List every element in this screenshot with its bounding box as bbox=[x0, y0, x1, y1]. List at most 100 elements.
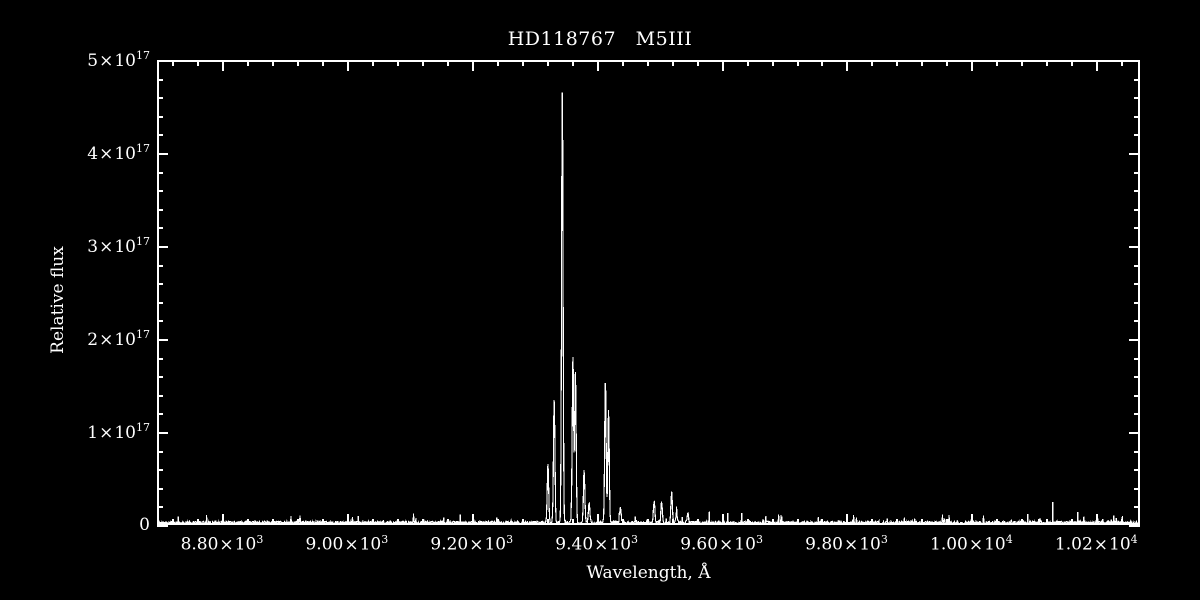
y-minor-tick-right bbox=[1134, 301, 1140, 304]
x-minor-tick-top bbox=[696, 60, 699, 66]
x-minor-tick bbox=[871, 519, 874, 525]
x-minor-tick-top bbox=[821, 60, 824, 66]
x-tick-label: 8.80×103 bbox=[180, 533, 264, 555]
y-tick-label: 2×1017 bbox=[87, 328, 150, 350]
x-minor-tick-top bbox=[421, 60, 424, 66]
y-minor-tick bbox=[157, 450, 163, 453]
x-minor-tick-top bbox=[496, 60, 499, 66]
x-minor-tick bbox=[296, 519, 299, 525]
y-minor-tick-right bbox=[1134, 134, 1140, 137]
y-minor-tick-right bbox=[1134, 283, 1140, 286]
y-minor-tick bbox=[157, 320, 163, 323]
y-minor-tick-right bbox=[1134, 506, 1140, 509]
y-tick-label: 0 bbox=[139, 515, 150, 535]
y-major-tick-right bbox=[1129, 246, 1140, 248]
x-major-tick bbox=[596, 514, 599, 525]
y-minor-tick bbox=[157, 227, 163, 230]
y-major-tick bbox=[157, 525, 168, 527]
x-major-tick-top bbox=[346, 60, 349, 71]
x-minor-tick-top bbox=[196, 60, 199, 66]
y-minor-tick bbox=[157, 487, 163, 490]
x-minor-tick bbox=[371, 519, 374, 525]
x-minor-tick bbox=[546, 519, 549, 525]
x-major-tick bbox=[721, 514, 724, 525]
x-minor-tick bbox=[521, 519, 524, 525]
y-minor-tick-right bbox=[1134, 264, 1140, 267]
y-major-tick bbox=[157, 60, 168, 62]
y-minor-tick bbox=[157, 78, 163, 81]
y-minor-tick bbox=[157, 134, 163, 137]
y-minor-tick-right bbox=[1134, 171, 1140, 174]
x-minor-tick bbox=[271, 519, 274, 525]
x-minor-tick bbox=[396, 519, 399, 525]
x-minor-tick-top bbox=[521, 60, 524, 66]
x-minor-tick-top bbox=[296, 60, 299, 66]
x-tick-label: 9.40×103 bbox=[555, 533, 639, 555]
x-minor-tick bbox=[171, 519, 174, 525]
x-major-tick-top bbox=[971, 60, 974, 71]
y-major-tick-right bbox=[1129, 153, 1140, 155]
y-minor-tick bbox=[157, 357, 163, 360]
y-minor-tick-right bbox=[1134, 320, 1140, 323]
y-minor-tick-right bbox=[1134, 190, 1140, 193]
y-major-tick-right bbox=[1129, 60, 1140, 62]
y-major-tick bbox=[157, 246, 168, 248]
x-minor-tick bbox=[921, 519, 924, 525]
y-minor-tick-right bbox=[1134, 78, 1140, 81]
x-minor-tick-top bbox=[771, 60, 774, 66]
y-minor-tick bbox=[157, 171, 163, 174]
y-tick-label: 5×1017 bbox=[87, 49, 150, 71]
y-major-tick-right bbox=[1129, 432, 1140, 434]
y-tick-label: 1×1017 bbox=[87, 421, 150, 443]
y-minor-tick bbox=[157, 264, 163, 267]
y-major-tick bbox=[157, 339, 168, 341]
y-minor-tick-right bbox=[1134, 115, 1140, 118]
x-axis-title: Wavelength, Å bbox=[586, 563, 711, 583]
x-minor-tick-top bbox=[271, 60, 274, 66]
y-minor-tick bbox=[157, 394, 163, 397]
x-minor-tick-top bbox=[996, 60, 999, 66]
y-minor-tick-right bbox=[1134, 450, 1140, 453]
y-major-tick bbox=[157, 432, 168, 434]
x-minor-tick bbox=[1021, 519, 1024, 525]
plot-title: HD118767 M5III bbox=[507, 28, 693, 50]
x-major-tick-top bbox=[596, 60, 599, 71]
y-minor-tick-right bbox=[1134, 394, 1140, 397]
x-minor-tick bbox=[246, 519, 249, 525]
x-minor-tick-top bbox=[1121, 60, 1124, 66]
x-minor-tick-top bbox=[746, 60, 749, 66]
y-major-tick-right bbox=[1129, 525, 1140, 527]
x-minor-tick bbox=[1121, 519, 1124, 525]
x-minor-tick bbox=[1071, 519, 1074, 525]
x-minor-tick-top bbox=[371, 60, 374, 66]
x-tick-label: 9.00×103 bbox=[305, 533, 389, 555]
x-minor-tick-top bbox=[396, 60, 399, 66]
x-tick-label: 1.00×104 bbox=[930, 533, 1013, 555]
x-major-tick bbox=[971, 514, 974, 525]
x-minor-tick bbox=[421, 519, 424, 525]
y-minor-tick bbox=[157, 283, 163, 286]
x-minor-tick bbox=[496, 519, 499, 525]
y-tick-label: 3×1017 bbox=[87, 235, 150, 257]
y-axis-title: Relative flux bbox=[48, 246, 68, 354]
x-tick-label: 1.02×104 bbox=[1054, 533, 1138, 555]
x-minor-tick bbox=[946, 519, 949, 525]
x-minor-tick-top bbox=[921, 60, 924, 66]
x-minor-tick bbox=[671, 519, 674, 525]
x-minor-tick-top bbox=[321, 60, 324, 66]
x-minor-tick bbox=[996, 519, 999, 525]
y-minor-tick-right bbox=[1134, 227, 1140, 230]
y-minor-tick-right bbox=[1134, 376, 1140, 379]
x-minor-tick bbox=[1046, 519, 1049, 525]
x-major-tick-top bbox=[221, 60, 224, 71]
x-minor-tick bbox=[571, 519, 574, 525]
x-minor-tick-top bbox=[571, 60, 574, 66]
x-minor-tick bbox=[771, 519, 774, 525]
x-major-tick bbox=[221, 514, 224, 525]
x-tick-label: 9.80×103 bbox=[805, 533, 888, 555]
y-tick-label: 4×1017 bbox=[87, 142, 150, 164]
x-minor-tick bbox=[896, 519, 899, 525]
x-minor-tick bbox=[321, 519, 324, 525]
x-minor-tick-top bbox=[646, 60, 649, 66]
